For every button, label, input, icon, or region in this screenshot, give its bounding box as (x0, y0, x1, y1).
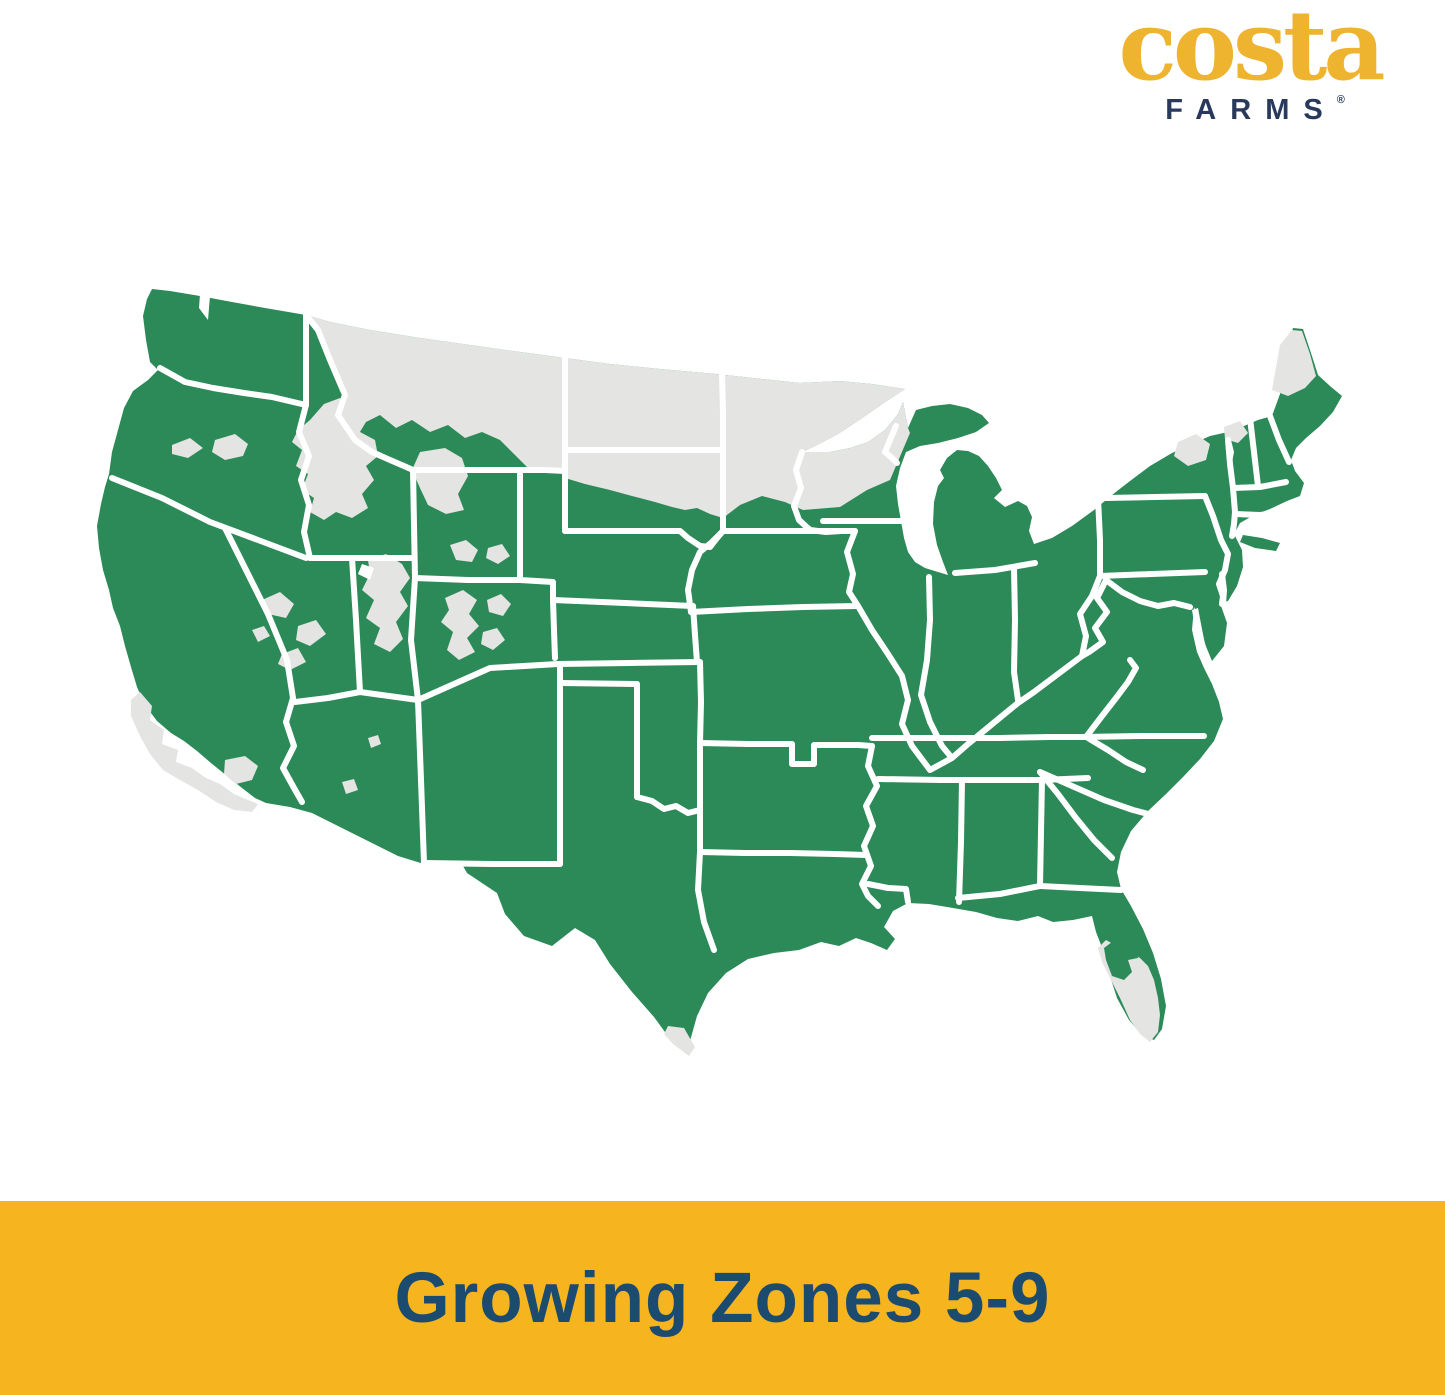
excluded-colorado-rockies-1 (441, 590, 479, 660)
border-co-ks (550, 597, 558, 661)
border-ma-south (1232, 509, 1287, 518)
excluded-nevada-4 (252, 626, 270, 642)
border-ok-mo (697, 659, 704, 746)
border-red-river (634, 794, 703, 816)
border-ia-west (685, 528, 726, 615)
excluded-wyoming-range-2 (486, 544, 510, 564)
excluded-arizona-spot-1 (342, 779, 358, 794)
border-ms-al (956, 777, 965, 905)
border-mi-in-oh (952, 560, 1038, 576)
border-ma-ny (1230, 485, 1238, 515)
border-al-ga (1037, 777, 1045, 889)
border-va-nc (1080, 733, 1207, 740)
border-oh-wv-river (1077, 573, 1103, 659)
border-ky-va (1083, 657, 1139, 740)
border-vt-nh (1247, 415, 1261, 489)
border-az-nm (415, 697, 427, 866)
border-wv-va (1079, 577, 1110, 659)
border-or-ca-nv (109, 475, 309, 561)
border-nh-me (1267, 413, 1292, 465)
border-ca-nv-az (222, 525, 305, 805)
border-ia-mo (688, 603, 861, 615)
excluded-yellowstone (412, 448, 468, 514)
excluded-socal-inland (224, 756, 258, 784)
excluded-north-band (306, 315, 910, 518)
border-id-mt (303, 312, 416, 473)
border-oh-pa-wv (1095, 495, 1103, 579)
border-tn-nc (1085, 735, 1146, 773)
border-pa-ny (1103, 493, 1208, 501)
water-chesapeake-bay (1192, 608, 1210, 660)
zone-florida-hook (1104, 938, 1138, 980)
border-mason-dixon (1097, 569, 1208, 579)
excluded-north-maine (1272, 330, 1316, 396)
logo-brand-text: costa (1118, 0, 1385, 102)
border-la-ms (865, 881, 911, 905)
border-in-oh (1011, 565, 1021, 703)
border-ar-west (695, 740, 717, 953)
border-nv-az (292, 689, 363, 705)
border-mo-ar (697, 740, 875, 767)
excluded-idaho-rockies (292, 398, 378, 520)
border-ks-ok (555, 659, 703, 667)
border-mn-wi (791, 449, 858, 535)
border-ky-tn (869, 734, 1091, 741)
border-ga-fl (1037, 883, 1124, 893)
excluded-colorado-rockies-3 (481, 628, 505, 650)
border-ga-sc (1037, 769, 1115, 861)
border-nc-sc (1037, 769, 1155, 818)
excluded-oregon-blues-2 (212, 434, 248, 460)
border-potomac (1103, 577, 1193, 610)
border-co-nm (415, 661, 561, 703)
excluded-oregon-blues-1 (172, 438, 203, 458)
us-landmass (97, 289, 1342, 1052)
border-nv-ut (349, 555, 363, 695)
border-al-fl (955, 883, 1043, 901)
excluded-adirondacks (1174, 434, 1210, 466)
border-ar-la (697, 849, 869, 858)
logo-subbrand-text: FARMS® (1165, 94, 1345, 126)
excluded-south-texas (664, 1026, 695, 1056)
excluded-arizona-spot-2 (368, 735, 381, 748)
border-ut-co (408, 575, 421, 703)
border-md-de (1219, 571, 1227, 607)
border-ut-az (357, 689, 421, 703)
border-ne-ks (550, 597, 696, 609)
border-wa-or (157, 365, 309, 408)
water-puget-sound (199, 294, 210, 320)
border-id-wy-ut (410, 467, 418, 581)
border-ok-tx-panhandle (557, 680, 640, 687)
border-mn-west (719, 371, 726, 534)
border-ma-north (1230, 479, 1289, 491)
growing-zones-banner: Growing Zones 5-9 (0, 1201, 1445, 1395)
zone-long-island (1240, 535, 1280, 551)
banner-label: Growing Zones 5-9 (394, 1258, 1051, 1338)
registered-mark: ® (1336, 94, 1345, 106)
border-vt-ny (1225, 437, 1236, 491)
border-wy-south (412, 575, 523, 583)
border-mississippi-river (859, 743, 881, 909)
border-nm-south (421, 860, 563, 867)
border-or-id (296, 402, 313, 561)
excluded-utah-wasatch (362, 554, 410, 652)
water-great-salt-lake (358, 564, 374, 580)
border-mt-wy (410, 467, 568, 474)
border-wi-mi (882, 423, 900, 466)
border-il-in (918, 574, 955, 761)
border-ri-ct (1267, 511, 1275, 532)
border-ia-il (844, 528, 861, 609)
excluded-socal-coast (131, 692, 258, 812)
costa-farms-logo: costa FARMS® (1115, 0, 1385, 127)
excluded-colorado-rockies-2 (487, 594, 511, 616)
excluded-nevada-2 (296, 620, 326, 646)
border-ne-co (517, 577, 556, 603)
border-ohio-river (927, 653, 1085, 773)
excluded-wyoming-range-1 (450, 540, 478, 562)
border-il-west (855, 603, 933, 773)
